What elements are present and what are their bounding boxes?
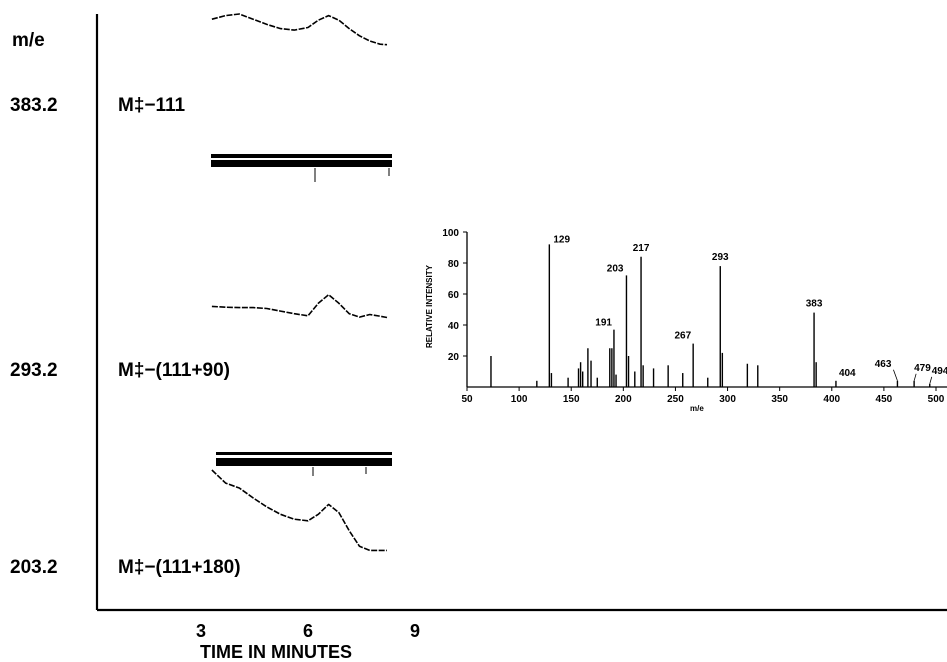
sim-trace-383.2	[211, 13, 388, 46]
ms-x-tick-label: 250	[667, 394, 684, 405]
ms-y-tick-label: 100	[442, 228, 459, 239]
ms-peak-label-217: 217	[633, 243, 650, 254]
mass-spectrum-inset: RELATIVE INTENSITY m/e 50 100 150 200 250 300…	[425, 228, 947, 413]
ms-peak-label-404: 404	[839, 368, 856, 379]
channel-203-mass: 203.2	[10, 557, 58, 578]
ms-x-tick-label: 50	[461, 394, 473, 405]
baseline-strip-upper	[211, 154, 392, 182]
ms-peak-label-463: 463	[875, 359, 892, 370]
ms-peak-label-leader	[893, 369, 898, 381]
ms-x-tick-label: 400	[823, 394, 840, 405]
channel-293-ion-label: M‡−(111+90)	[118, 360, 230, 381]
ms-peak-label-293: 293	[712, 252, 729, 263]
ms-peak-label-203: 203	[607, 263, 624, 274]
ms-y-tick-label: 60	[448, 290, 460, 301]
x-axis-title: TIME IN MINUTES	[200, 642, 352, 662]
ms-peak-label-383: 383	[806, 299, 823, 310]
mass-header: m/e	[12, 30, 45, 51]
ms-x-tick-label: 150	[563, 394, 580, 405]
ms-ticks: 50 100 150 200 250 300 350 400 450 500 20 40 60 80 100	[442, 228, 944, 405]
sim-trace-293.2	[211, 293, 388, 319]
channel-293-mass: 293.2	[10, 360, 58, 381]
ms-y-tick-label: 80	[448, 259, 460, 270]
ms-y-tick-label: 40	[448, 321, 460, 332]
ms-peak-label-267: 267	[674, 331, 691, 342]
sim-panel: m/e 383.2 M‡−111 293.2 M‡−(111+90) 203.2…	[10, 13, 947, 662]
channel-203-ion-label: M‡−(111+180)	[118, 557, 241, 578]
ms-y-axis-title: RELATIVE INTENSITY	[425, 264, 434, 348]
x-tick-9: 9	[410, 621, 420, 641]
ms-peak-label-leader	[913, 373, 917, 381]
channel-383-ion-label: M‡−111	[118, 95, 186, 116]
x-tick-3: 3	[196, 621, 206, 641]
baseline-strip-lower	[216, 452, 392, 476]
ms-x-tick-label: 500	[928, 394, 945, 405]
ms-x-tick-label: 450	[876, 394, 893, 405]
sim-traces	[211, 13, 388, 552]
ms-peak-label-leader	[929, 376, 933, 385]
ms-x-tick-label: 200	[615, 394, 632, 405]
sim-trace-203.2	[211, 469, 387, 552]
ms-peak-label-494: 494(M	[932, 366, 947, 377]
ms-peaks	[490, 244, 931, 387]
ms-peak-label-479: 479	[914, 363, 931, 374]
ms-y-tick-label: 20	[448, 352, 460, 363]
ms-x-tick-label: 350	[771, 394, 788, 405]
channel-383-mass: 383.2	[10, 95, 58, 116]
ms-x-tick-label: 300	[719, 394, 736, 405]
ms-x-axis-title: m/e	[690, 404, 704, 413]
ms-peak-label-191: 191	[595, 318, 612, 329]
x-tick-6: 6	[303, 621, 313, 641]
ms-x-tick-label: 100	[511, 394, 528, 405]
ms-peak-label-129: 129	[553, 234, 570, 245]
